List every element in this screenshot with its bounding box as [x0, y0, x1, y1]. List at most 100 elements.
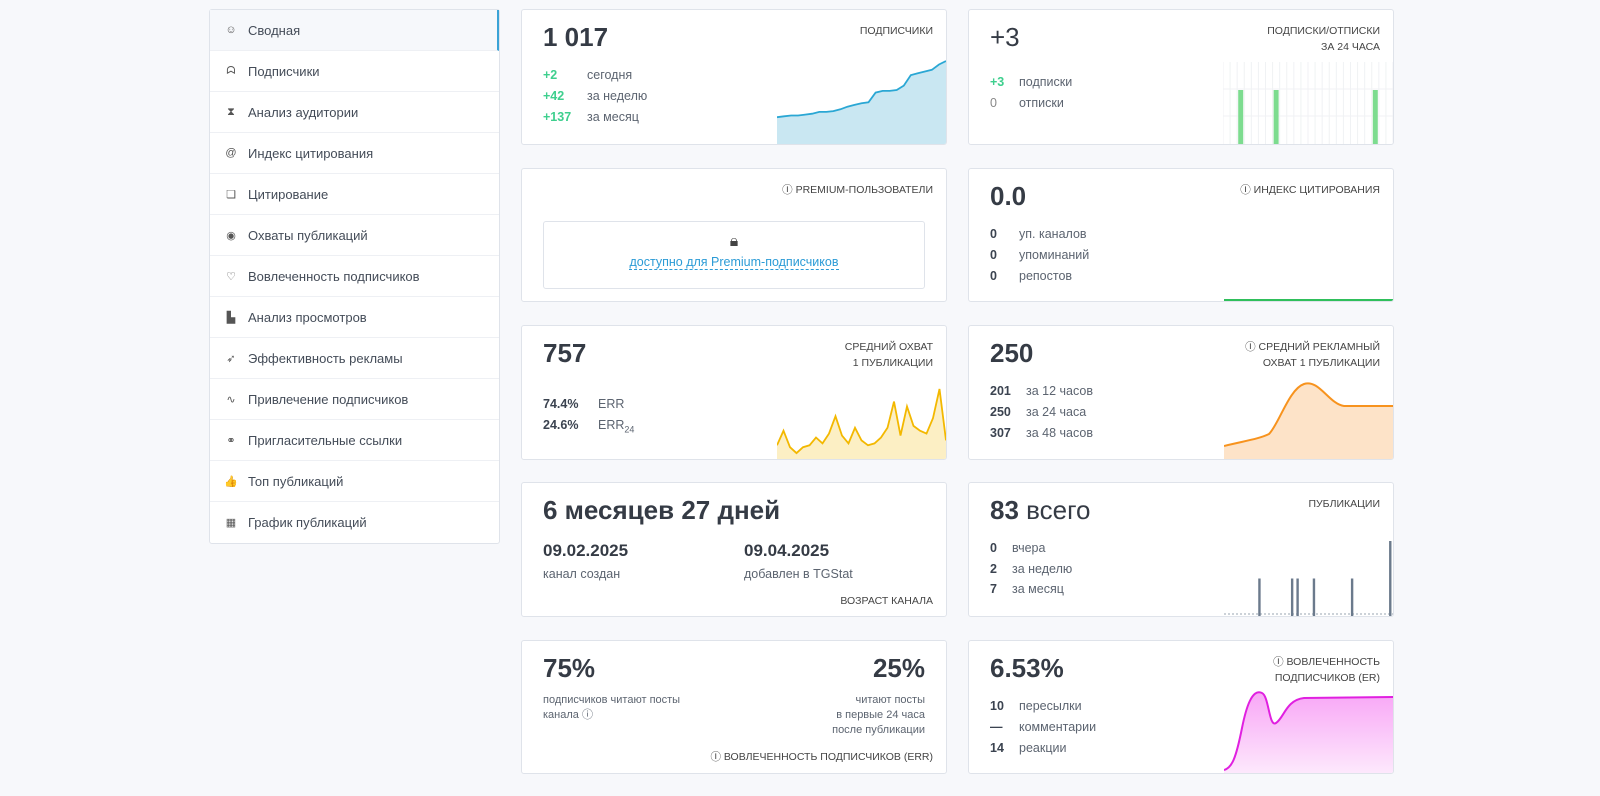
sidebar-item[interactable]: ♡ Вовлеченность подписчиков: [210, 256, 499, 297]
lock-icon: 🔒︎: [729, 233, 739, 250]
heart-icon: ♡: [226, 270, 236, 283]
ad-reach-card[interactable]: 250 ⓘ Средний рекламный охват 1 публикаци…: [968, 325, 1394, 460]
card-title: Подписчики: [859, 25, 933, 37]
subscriptions-card[interactable]: +3 Подписки/отписки за 24 часа +3 подписки…: [968, 9, 1394, 145]
sparkline-area: [777, 61, 946, 144]
subscribers-card[interactable]: 1 017 Подписчики +2 сегодня +42 за неделю …: [521, 9, 947, 145]
sidebar-item-label: Вовлеченность подписчиков: [248, 268, 420, 284]
stat-label: подписки: [1019, 75, 1073, 89]
sidebar-item-label: Пригласительные ссылки: [248, 432, 403, 448]
channel-age-card: 6 месяцев 27 дней 09.02.2025 канал созда…: [521, 482, 947, 617]
subscribers-count: 1 017: [543, 22, 609, 52]
sidebar-item-label: Индекс цитирования: [248, 145, 374, 161]
comments-icon: ❏: [226, 188, 236, 201]
sidebar-item-label: График публикаций: [248, 515, 367, 530]
posts-bar-chart: [1224, 541, 1393, 616]
stat-label: за 24 часа: [1026, 405, 1087, 419]
posts-total: 83 всего: [990, 495, 1091, 526]
card-title: ⓘ Вовлеченность подписчиков (ER): [1273, 656, 1380, 684]
sidebar-item[interactable]: ▙ Анализ просмотров: [210, 297, 499, 338]
citation-card[interactable]: 0.0 ⓘ Индекс цитирования 0 уп. каналов 0 у…: [968, 168, 1394, 302]
card-title: Возраст канала: [840, 595, 933, 607]
sidebar-item[interactable]: ᗣ Подписчики: [210, 51, 499, 92]
stat-label: пересылки: [1019, 699, 1082, 713]
title-line: подписчиков (ER): [1274, 672, 1380, 684]
sparkline-line: [777, 60, 946, 119]
stat-label: комментарии: [1019, 720, 1097, 734]
sidebar-item[interactable]: @ Индекс цитирования: [210, 133, 499, 174]
bar: [1296, 578, 1299, 616]
card-title: Подписки/отписки за 24 часа: [1267, 23, 1380, 55]
stat-value: 24.6%: [543, 418, 579, 432]
users-icon: ᗣ: [226, 64, 236, 77]
sparkline-line: [777, 388, 946, 455]
stat-label: упоминаний: [1019, 248, 1090, 262]
sidebar-item[interactable]: 👍 Топ публикаций: [210, 461, 499, 502]
reach-stats: 74.4% ERR 24.6% ERR24: [543, 394, 634, 441]
stat-value: 14: [990, 741, 1004, 755]
reach-card[interactable]: 757 Средний охват 1 публикации 74.4% ERR 2…: [521, 325, 947, 460]
card-title: ⓘ Вовлеченность подписчиков (ERR): [710, 751, 933, 763]
stat-value: 74.4%: [543, 397, 579, 411]
stat-value: 7: [990, 582, 997, 596]
bar-chart-icon: ▙: [226, 311, 236, 324]
sidebar-item[interactable]: ❏ Цитирование: [210, 174, 499, 215]
sidebar-item-label: Эффективность рекламы: [248, 350, 403, 366]
title-line: за 24 часа: [1321, 41, 1380, 53]
channel-age: 6 месяцев 27 дней: [543, 495, 781, 525]
title-text: Premium-пользователи: [795, 184, 933, 196]
premium-lock-box: 🔒︎ доступно для Premium-подписчиков: [543, 221, 925, 289]
posts-card[interactable]: 83 всего Публикации 0 вчера 2 за неделю 7 з…: [968, 482, 1394, 617]
readers-label: подписчиков читают посты канала: [543, 694, 681, 721]
stat-label: реакции: [1019, 741, 1067, 755]
stat-label: отписки: [1019, 96, 1064, 110]
title-text: Индекс цитирования: [1253, 184, 1380, 196]
sidebar-item[interactable]: ☺ Сводная: [210, 10, 499, 51]
sidebar-item[interactable]: ➶ Эффективность рекламы: [210, 338, 499, 379]
link-icon: ⚭: [226, 434, 236, 447]
ad-reach-stats: 201 за 12 часов 250 за 24 часа 307 за 48 ча…: [990, 381, 1093, 444]
premium-link[interactable]: доступно для Premium-подписчиков: [629, 255, 839, 270]
trend-icon: ∿: [226, 393, 236, 406]
bar: [1290, 578, 1294, 616]
sidebar-item-label: Привлечение подписчиков: [248, 391, 409, 407]
bar: [1312, 578, 1316, 616]
sidebar-item[interactable]: ⚭ Пригласительные ссылки: [210, 420, 499, 461]
text-line: после публикации: [832, 724, 925, 736]
ad-reach-value: 250: [990, 338, 1034, 368]
title-line: Средний рекламный: [1258, 341, 1380, 353]
created-date: 09.02.2025: [543, 541, 629, 560]
sidebar-nav: ☺ Сводная ᗣ Подписчики ⧗ Анализ аудитории @ Инд…: [209, 9, 500, 544]
eye-icon: ◉: [226, 229, 236, 242]
sidebar-item[interactable]: ◉ Охваты публикаций: [210, 215, 499, 256]
sidebar-item[interactable]: ∿ Привлечение подписчиков: [210, 379, 499, 420]
subscribers-sparkline: [777, 60, 946, 144]
stat-value: 0: [990, 541, 997, 555]
stat-value: 0: [990, 227, 997, 241]
stat-value: 250: [990, 405, 1011, 419]
stat-value: 0: [990, 269, 997, 283]
sidebar-item[interactable]: ▦ График публикаций: [210, 502, 499, 543]
card-title: ⓘ Индекс цитирования: [1240, 184, 1380, 196]
title-line: Средний охват: [844, 341, 933, 353]
stat-label: за неделю: [1012, 561, 1073, 576]
stat-label: ERR: [598, 397, 625, 411]
engagement-stats: 10 пересылки — комментарии 14 реакции: [990, 696, 1096, 759]
card-title: Публикации: [1308, 498, 1380, 510]
stat-label: за 48 часов: [1026, 426, 1093, 440]
sidebar-item-label: Анализ просмотров: [248, 309, 367, 325]
sidebar-item-label: Охваты публикаций: [248, 227, 368, 243]
sidebar-item[interactable]: ⧗ Анализ аудитории: [210, 92, 499, 133]
sidebar-item-label: Анализ аудитории: [248, 104, 359, 120]
stat-label: за месяц: [587, 110, 639, 124]
bar: [1273, 90, 1279, 144]
posts-suffix: всего: [1026, 495, 1091, 525]
engagement-card[interactable]: 6.53% ⓘ Вовлеченность подписчиков (ER) 10…: [968, 640, 1394, 774]
stat-value: —: [990, 720, 1003, 734]
bar: [1238, 90, 1244, 144]
calendar-icon: ▦: [225, 517, 237, 529]
at-icon: @: [225, 147, 237, 159]
posts-count: 83: [990, 495, 1019, 525]
engagement-rate: 6.53%: [990, 653, 1064, 683]
stat-label: ERR: [598, 418, 625, 432]
